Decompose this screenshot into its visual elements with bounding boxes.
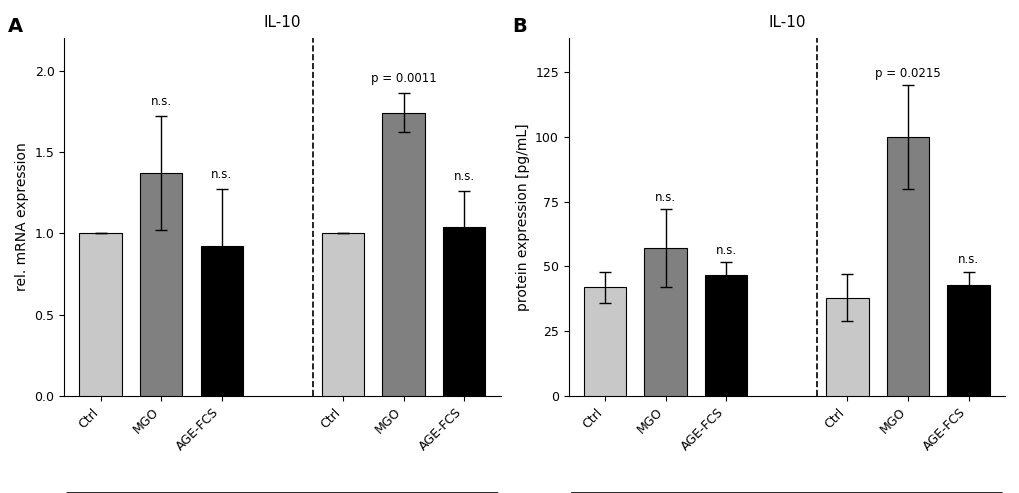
Bar — [321, 233, 364, 396]
Bar — [886, 137, 928, 396]
Text: p = 0.0215: p = 0.0215 — [874, 67, 940, 79]
Text: A: A — [7, 17, 22, 35]
Bar — [79, 233, 121, 396]
Bar — [825, 297, 868, 396]
Y-axis label: protein expression [pg/mL]: protein expression [pg/mL] — [515, 123, 529, 311]
Text: n.s.: n.s. — [453, 170, 474, 183]
Bar — [644, 248, 686, 396]
Bar — [201, 246, 243, 396]
Bar — [583, 287, 626, 396]
Bar — [947, 284, 988, 396]
Bar — [442, 227, 485, 396]
Bar — [382, 113, 424, 396]
Text: n.s.: n.s. — [715, 245, 736, 257]
Text: n.s.: n.s. — [211, 168, 232, 181]
Text: p = 0.0011: p = 0.0011 — [370, 72, 436, 85]
Bar — [140, 173, 182, 396]
Text: n.s.: n.s. — [151, 95, 171, 108]
Y-axis label: rel. mRNA expression: rel. mRNA expression — [15, 142, 29, 291]
Title: IL-10: IL-10 — [767, 15, 805, 30]
Title: IL-10: IL-10 — [264, 15, 301, 30]
Text: n.s.: n.s. — [957, 253, 978, 266]
Bar — [704, 276, 747, 396]
Text: B: B — [512, 17, 526, 35]
Text: n.s.: n.s. — [654, 191, 676, 204]
